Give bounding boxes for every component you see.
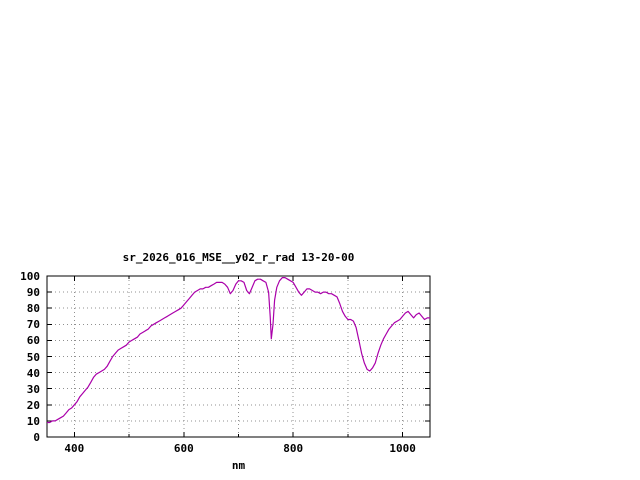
y-tick-label: 10 [26,414,40,428]
y-tick-label: 30 [26,382,40,396]
y-tick-label: 70 [26,318,40,332]
y-tick-label: 60 [26,334,40,348]
y-tick-label: 100 [20,270,40,283]
y-tick-label: 90 [26,286,40,300]
x-tick-label: 600 [173,442,194,455]
x-axis-label: nm [231,459,246,472]
chart-title: sr_2026_016_MSE__y02_r_rad 13-20-00 [122,251,355,264]
y-tick-label: 80 [26,302,40,316]
x-tick-label: 800 [283,442,304,455]
x-tick-label: 400 [64,442,85,455]
x-tick-label: 1000 [389,442,416,455]
y-tick-label: 50 [26,350,40,364]
y-tick-label: 0 [33,431,40,444]
y-tick-label: 20 [26,398,40,412]
data-trace-spectral_response [47,277,430,424]
y-tick-label: 40 [26,366,40,380]
